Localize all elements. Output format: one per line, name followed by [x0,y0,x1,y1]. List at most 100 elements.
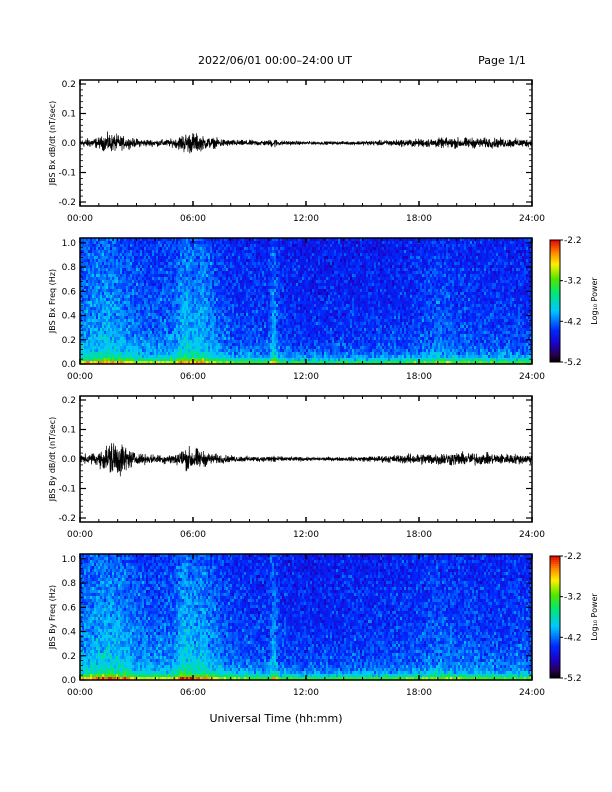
heatmap-cell [154,271,157,275]
heatmap-cell [268,313,271,317]
heatmap-cell [144,301,147,305]
heatmap-cell [216,304,219,308]
heatmap-cell [178,289,181,293]
heatmap-cell [272,283,275,287]
heatmap-cell [254,298,257,302]
heatmap-cell [304,298,307,302]
heatmap-cell [106,355,109,359]
heatmap-cell [308,316,311,320]
heatmap-cell [104,295,107,299]
heatmap-cell [118,352,121,356]
heatmap-cell [178,268,181,272]
heatmap-cell [164,268,167,272]
heatmap-cell [266,271,269,275]
heatmap-cell [210,259,213,263]
heatmap-cell [250,238,253,242]
heatmap-cell [216,265,219,269]
heatmap-cell [166,325,169,329]
heatmap-cell [280,292,283,296]
heatmap-cell [252,331,255,335]
heatmap-cell [236,304,239,308]
heatmap-cell [220,298,223,302]
heatmap-cell [108,271,111,275]
heatmap-cell [310,316,313,320]
heatmap-cell [106,268,109,272]
heatmap-cell [146,238,149,242]
heatmap-cell [304,307,307,311]
heatmap-cell [208,268,211,272]
heatmap-cell [100,253,103,257]
heatmap-cell [90,325,93,329]
heatmap-cell [232,358,235,362]
heatmap-cell [122,253,125,257]
heatmap-cell [100,277,103,281]
heatmap-cell [156,286,159,290]
heatmap-cell [122,352,125,356]
heatmap-cell [162,271,165,275]
heatmap-cell [202,259,205,263]
heatmap-cell [164,358,167,362]
heatmap-cell [226,238,229,242]
heatmap-cell [270,361,273,365]
heatmap-cell [200,328,203,332]
heatmap-cell [282,286,285,290]
heatmap-cell [302,307,305,311]
heatmap-cell [158,259,161,263]
heatmap-cell [272,265,275,269]
heatmap-cell [136,262,139,266]
heatmap-cell [88,244,91,248]
heatmap-cell [238,256,241,260]
heatmap-cell [126,310,129,314]
heatmap-cell [284,334,287,338]
heatmap-cell [294,274,297,278]
heatmap-cell [236,349,239,353]
heatmap-cell [88,259,91,263]
heatmap-cell [260,238,263,242]
heatmap-cell [262,298,265,302]
heatmap-cell [168,328,171,332]
heatmap-cell [294,316,297,320]
heatmap-cell [258,280,261,284]
heatmap-cell [148,346,151,350]
heatmap-cell [106,337,109,341]
heatmap-cell [292,286,295,290]
heatmap-cell [106,292,109,296]
heatmap-cell [118,307,121,311]
heatmap-cell [146,298,149,302]
heatmap-cell [178,247,181,251]
heatmap-cell [230,340,233,344]
heatmap-cell [100,304,103,308]
heatmap-cell [230,292,233,296]
heatmap-cell [282,259,285,263]
heatmap-cell [106,325,109,329]
heatmap-cell [122,274,125,278]
heatmap-cell [204,247,207,251]
heatmap-cell [310,325,313,329]
heatmap-cell [104,328,107,332]
heatmap-cell [244,295,247,299]
heatmap-cell [274,340,277,344]
heatmap-cell [118,289,121,293]
heatmap-cell [224,334,227,338]
heatmap-cell [220,250,223,254]
heatmap-cell [158,247,161,251]
heatmap-cell [156,280,159,284]
heatmap-cell [172,259,175,263]
heatmap-cell [252,310,255,314]
heatmap-cell [176,352,179,356]
heatmap-cell [90,307,93,311]
heatmap-cell [248,253,251,257]
heatmap-cell [124,274,127,278]
heatmap-cell [300,244,303,248]
heatmap-cell [234,241,237,245]
heatmap-cell [220,322,223,326]
heatmap-cell [182,355,185,359]
heatmap-cell [82,325,85,329]
heatmap-cell [198,253,201,257]
heatmap-cell [184,250,187,254]
heatmap-cell [200,244,203,248]
heatmap-cell [262,340,265,344]
heatmap-cell [232,283,235,287]
heatmap-cell [160,340,163,344]
heatmap-cell [214,340,217,344]
